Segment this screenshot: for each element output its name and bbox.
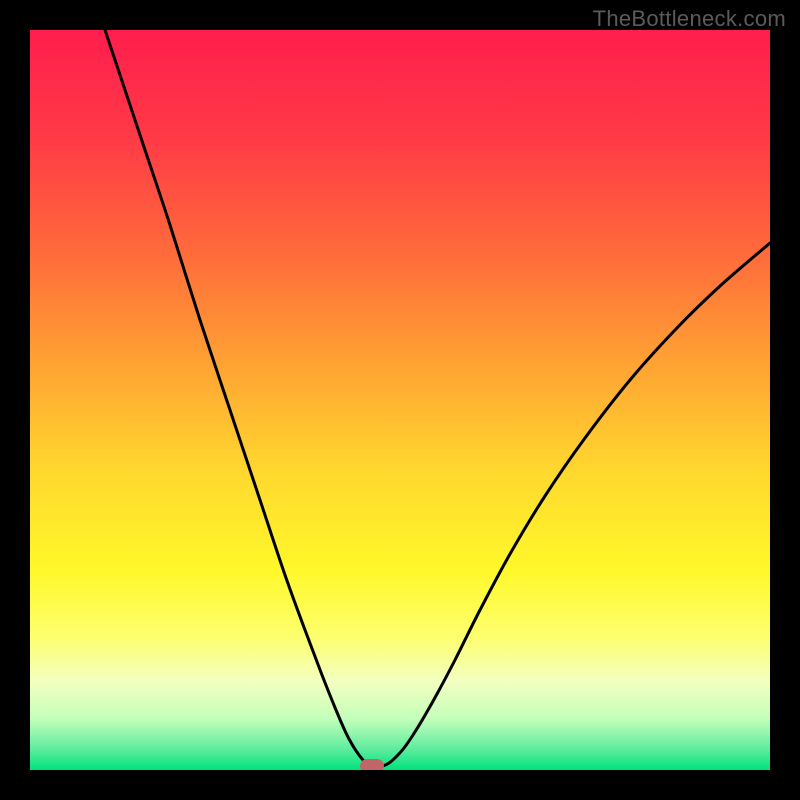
bottleneck-curve [30, 30, 770, 770]
watermark-text: TheBottleneck.com [593, 6, 786, 32]
plot-area [30, 30, 770, 770]
curve-path [105, 30, 770, 767]
optimum-marker [360, 759, 384, 770]
chart-frame: TheBottleneck.com [0, 0, 800, 800]
